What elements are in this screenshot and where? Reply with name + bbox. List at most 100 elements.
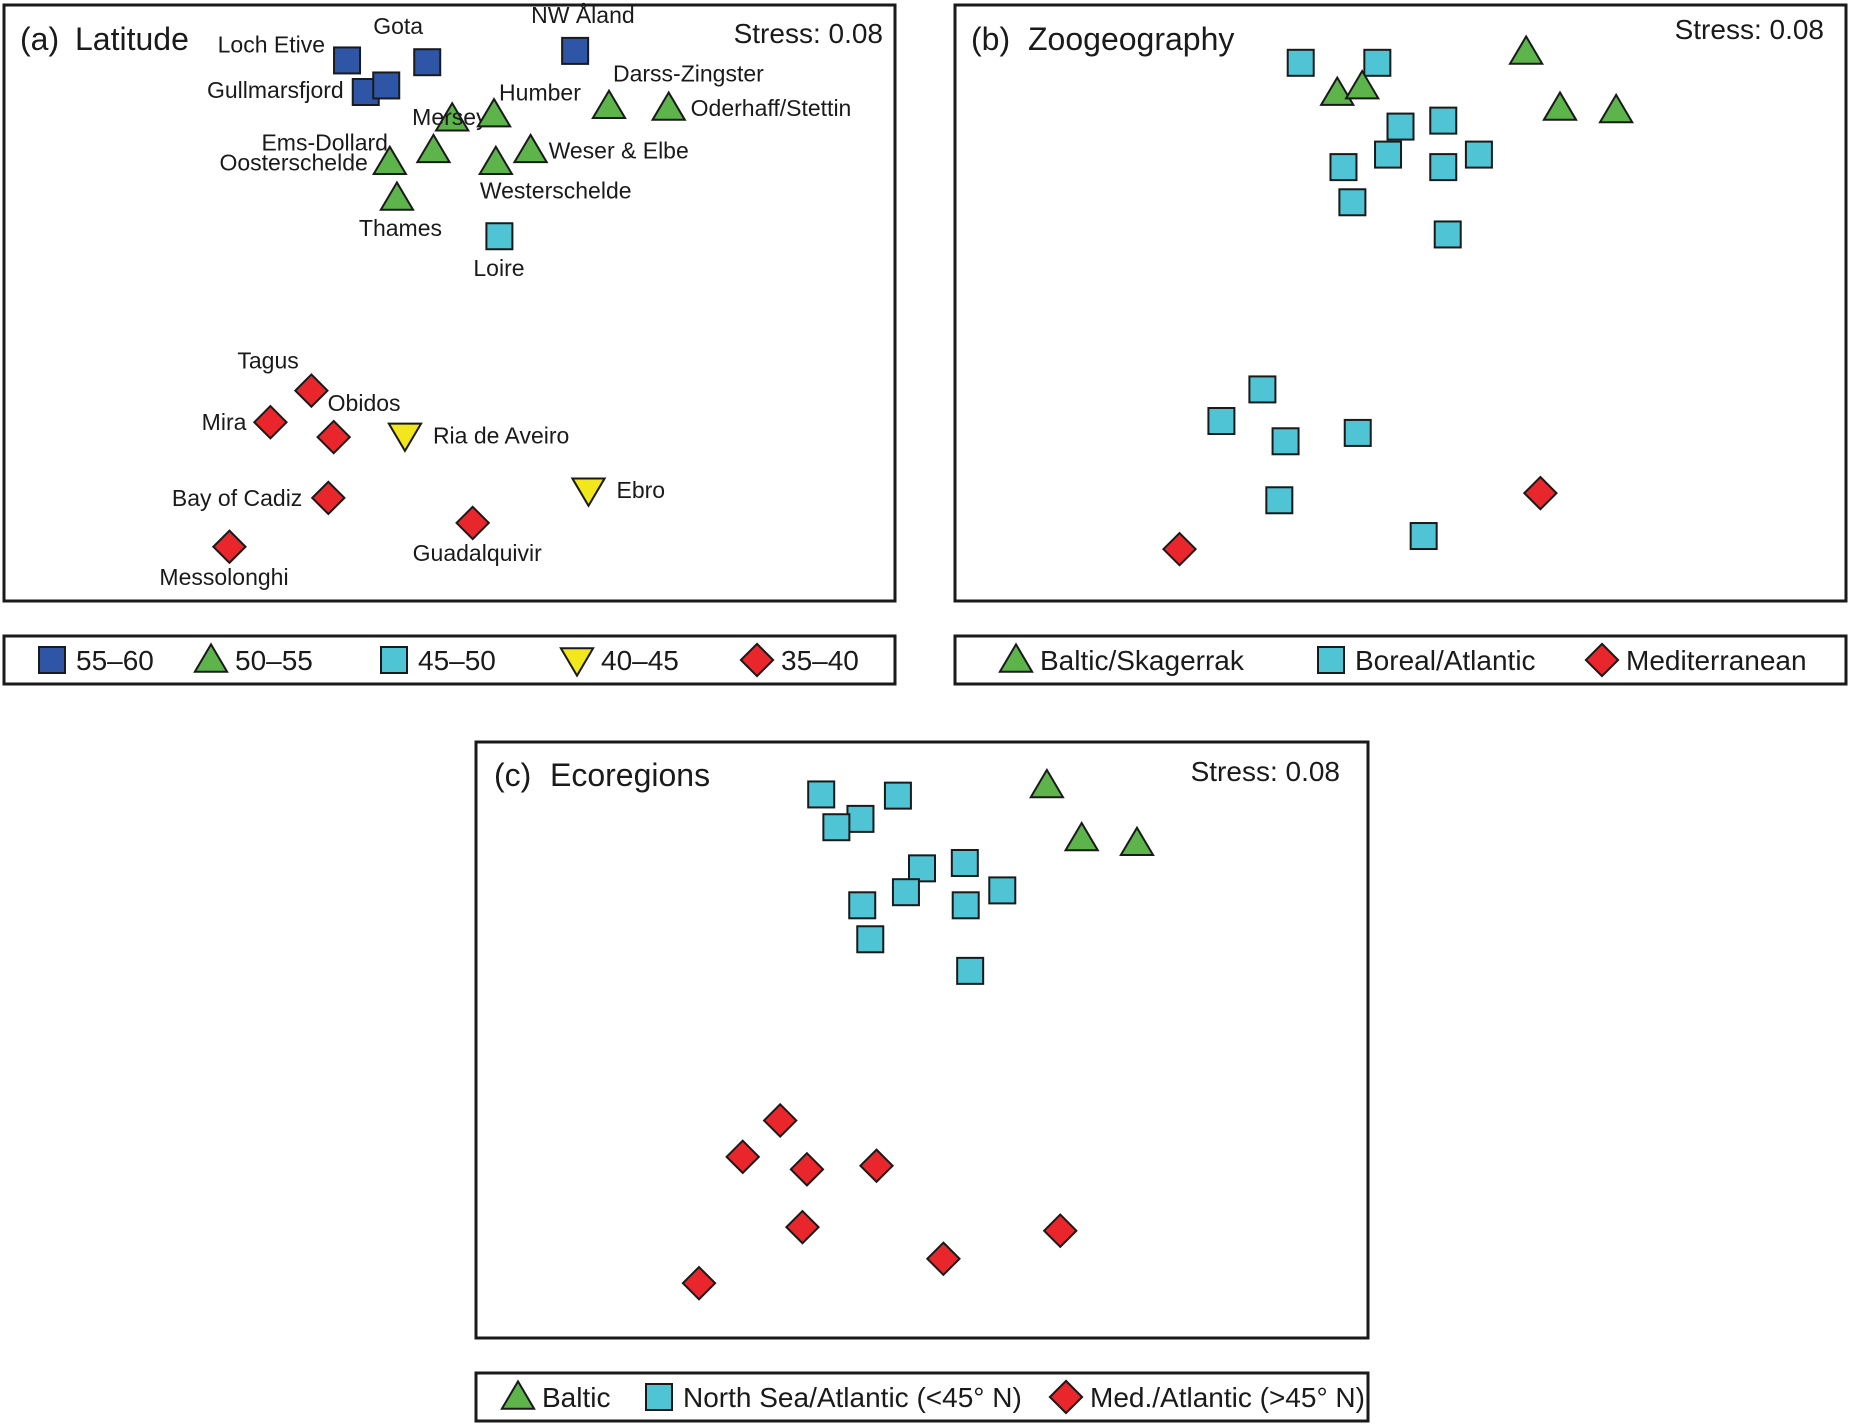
point-label-darss-zingster: Darss-Zingster [613, 60, 764, 86]
point-c-17 [789, 1151, 825, 1187]
point-label-loire: Loire [473, 255, 524, 281]
point-label-ems-dollard: Ems-Dollard [261, 129, 388, 155]
point-b-22 [1161, 531, 1198, 567]
panel-a-latitude: (a) Latitude Stress: 0.08 Loch Etive Gota… [2, 1, 897, 603]
panel-c-points [681, 767, 1155, 1301]
legend-label-baltic: Baltic [542, 1382, 610, 1413]
legend-label-boreal-atlantic: Boreal/Atlantic [1355, 645, 1536, 676]
point-a-darss-zingster [591, 88, 627, 120]
point-label-gota: Gota [373, 13, 423, 39]
point-c-4 [1029, 767, 1065, 799]
point-a-ems-dollard [415, 132, 452, 164]
point-b-3 [1344, 69, 1381, 100]
point-c-11 [848, 891, 877, 920]
panel-b-tag: (b) [971, 21, 1010, 57]
panel-a-title: Latitude [75, 21, 189, 57]
point-c-1 [883, 781, 912, 810]
point-label-ebro: Ebro [616, 477, 665, 503]
legend-marker-40-45 [559, 647, 595, 678]
legend-label-mediterranean: Mediterranean [1626, 645, 1807, 676]
point-a-weser-elbe [512, 132, 549, 164]
panel-b-zoogeography: (b) Zoogeography Stress: 0.08 [953, 3, 1848, 603]
panel-a-tag: (a) [20, 21, 59, 57]
point-label-ria-de-aveiro: Ria de Aveiro [433, 422, 569, 448]
legend-marker-baltic [500, 1379, 536, 1410]
point-b-20 [1522, 475, 1558, 511]
panel-c-title: Ecoregions [550, 757, 710, 793]
panel-b-stress: Stress: 0.08 [1675, 14, 1824, 45]
point-a-tagus [293, 373, 329, 409]
legend-label-55-60: 55–60 [76, 645, 154, 676]
panel-a-points: Loch Etive Gota Gullmarsfjord NW Åland Merse… [159, 1, 851, 590]
point-b-16 [1207, 407, 1236, 436]
panel-a-frame [2, 3, 897, 603]
point-c-16 [725, 1139, 761, 1175]
point-a-obidos [316, 419, 352, 455]
point-b-5 [1542, 90, 1578, 121]
point-c-6 [1119, 825, 1155, 857]
point-label-mira: Mira [202, 409, 247, 435]
point-c-15 [762, 1102, 798, 1138]
point-label-oderhaff-stettin: Oderhaff/Stettin [691, 95, 852, 121]
point-b-19 [1265, 486, 1294, 515]
point-a-loire [485, 222, 514, 251]
point-b-6 [1598, 92, 1634, 124]
point-c-3 [822, 813, 851, 842]
point-a-guadalquivir [455, 505, 491, 541]
point-c-10 [988, 876, 1017, 905]
panel-c-tag: (c) [494, 757, 531, 793]
panel-c-stress: Stress: 0.08 [1191, 756, 1340, 787]
point-a-mira [252, 404, 288, 440]
legend-marker-35-40 [739, 642, 775, 678]
point-a-oderhaff-stettin [650, 90, 687, 121]
point-b-0 [1286, 48, 1315, 77]
point-b-15 [1248, 375, 1277, 404]
legend-label-45-50: 45–50 [418, 645, 496, 676]
point-c-13 [856, 925, 885, 954]
point-b-11 [1329, 153, 1358, 182]
point-label-thames: Thames [359, 215, 442, 241]
legend-label-40-45: 40–45 [601, 645, 679, 676]
point-label-oosterschelde: Oosterschelde [219, 149, 367, 175]
point-b-21 [1409, 522, 1438, 551]
point-b-12 [1429, 153, 1458, 182]
point-c-20 [1042, 1213, 1078, 1249]
point-c-18 [858, 1148, 895, 1184]
point-b-13 [1338, 188, 1367, 217]
legend-label-med-atlantic-45-n: Med./Atlantic (>45° N) [1090, 1382, 1365, 1413]
point-a-messolonghi [211, 529, 247, 565]
legend-marker-45-50 [380, 646, 408, 674]
point-c-8 [950, 848, 979, 877]
point-c-5 [1063, 820, 1100, 852]
point-c-2 [846, 804, 875, 833]
point-label-humber: Humber [499, 80, 581, 106]
panel-c-frame [474, 740, 1370, 1340]
point-label-mersey: Mersey [412, 104, 488, 130]
point-a-humber [476, 97, 512, 128]
point-a-loch-etive [333, 46, 362, 75]
panel-b-title: Zoogeography [1028, 21, 1234, 57]
legend-marker-50-55 [193, 642, 229, 673]
point-a-bay-of-cadiz [310, 480, 346, 516]
point-c-7 [908, 854, 936, 883]
point-label-nw-land: NW Åland [531, 1, 635, 28]
point-label-gullmarsfjord: Gullmarsfjord [207, 77, 344, 103]
panel-a-stress: Stress: 0.08 [734, 18, 883, 49]
legend-label-50-55: 50–55 [235, 645, 313, 676]
legend-marker-north-sea-atlantic-45-n [645, 1383, 673, 1411]
point-label-guadalquivir: Guadalquivir [413, 540, 542, 566]
legend-marker-55-60 [38, 646, 66, 674]
legend-marker-med-atlantic-45-n [1048, 1379, 1084, 1415]
point-c-12 [951, 891, 980, 920]
point-c-21 [925, 1241, 961, 1277]
point-label-weser-elbe: Weser & Elbe [549, 137, 689, 163]
point-label-bay-of-cadiz: Bay of Cadiz [172, 485, 302, 511]
point-b-10 [1464, 140, 1493, 169]
point-b-9 [1374, 140, 1403, 169]
point-a-gota [413, 48, 442, 77]
panel-c-legend-frame [474, 1371, 1370, 1423]
panel-b-legend: Baltic/Skagerrak Boreal/Atlantic Mediterra… [953, 634, 1848, 686]
point-label-obidos: Obidos [328, 390, 401, 416]
point-b-4 [1508, 34, 1545, 65]
